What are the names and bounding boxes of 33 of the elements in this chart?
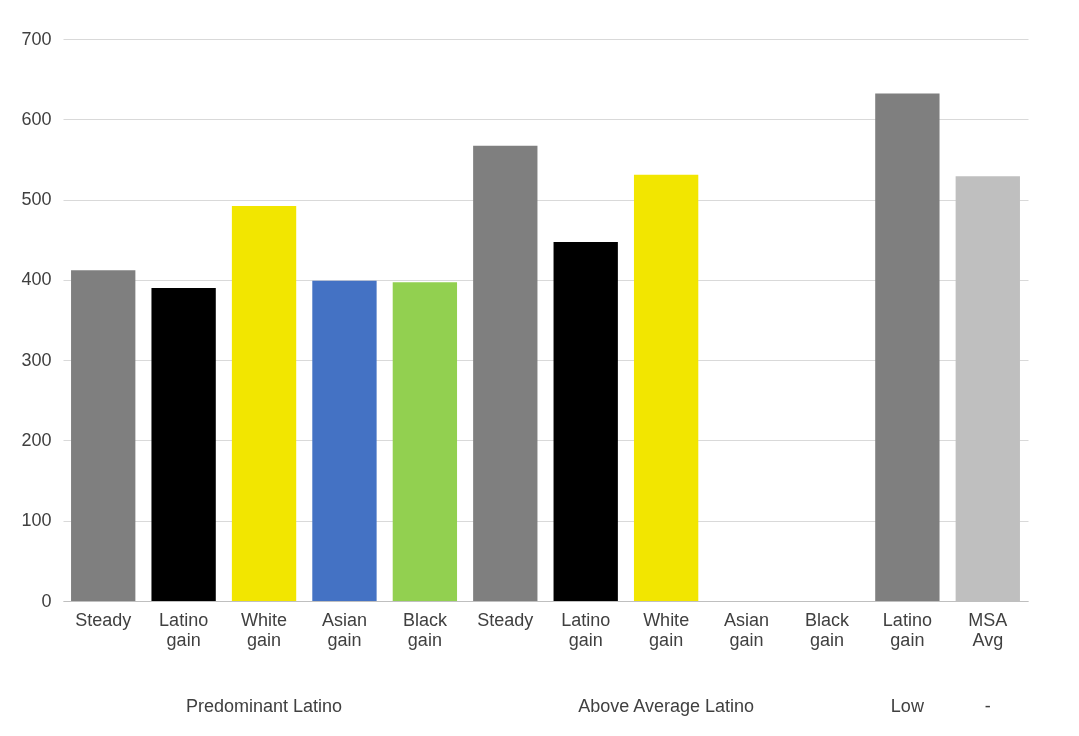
text: Predominant Latino: [185, 696, 343, 716]
y-tick-label: 700: [21, 28, 52, 49]
x-tick-label: Latino gain: [561, 609, 611, 650]
x-tick-label: White gain: [241, 609, 288, 650]
x-tick-label: Latino gain: [882, 609, 932, 650]
x-tick-label: White gain: [643, 609, 690, 650]
bar: [473, 145, 538, 601]
x-tick-label: Steady: [75, 609, 132, 630]
x-tick-label: MSA Avg: [968, 609, 1008, 650]
y-tick-label: 400: [21, 269, 52, 290]
x-tick-label: Steady: [477, 609, 534, 630]
bar: [875, 93, 940, 601]
y-tick-label: 200: [21, 429, 52, 450]
text: Above Average Latino: [578, 696, 755, 716]
x-tick-label: Black gain: [804, 609, 850, 650]
y-tick-label: 300: [21, 349, 52, 370]
bar: [392, 282, 458, 601]
y-tick-label: 600: [21, 108, 52, 129]
x-tick-label: Black gain: [402, 609, 448, 650]
bar: [151, 287, 216, 601]
y-tick-label: 0: [41, 590, 52, 611]
bar: [553, 242, 618, 601]
bar: [312, 280, 377, 601]
text: -: [984, 696, 991, 716]
x-tick-label: Asian gain: [321, 609, 367, 650]
y-tick-label: 100: [21, 510, 52, 531]
y-tick-label: 500: [21, 189, 52, 210]
x-tick-label: Asian gain: [724, 609, 770, 650]
x-tick-label: Latino gain: [159, 609, 209, 650]
text: Low: [890, 696, 925, 716]
bar: [633, 174, 699, 601]
bar: [71, 270, 136, 601]
bar: [231, 205, 297, 601]
